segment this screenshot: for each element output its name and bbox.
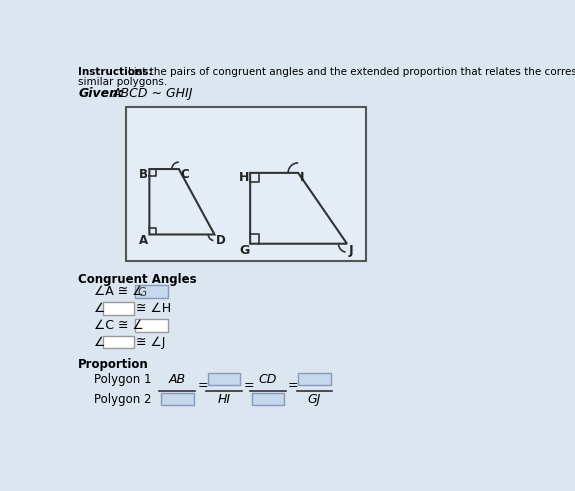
Text: A: A [139,235,148,247]
Text: Instructions:: Instructions: [78,67,153,77]
Text: ≅ ∠H: ≅ ∠H [136,302,171,315]
Text: C: C [181,168,189,181]
Bar [103,336,134,349]
Text: H: H [239,171,250,184]
Text: Given:: Given: [78,87,123,101]
Bar [161,393,194,405]
Text: GJ: GJ [308,393,321,406]
Text: Proportion: Proportion [78,357,149,371]
Text: ABCD ∼ GHIJ: ABCD ∼ GHIJ [112,87,193,101]
Text: CD: CD [259,373,277,386]
Text: HI: HI [217,393,231,406]
Text: Congruent Angles: Congruent Angles [78,273,197,286]
Text: J: J [348,245,353,257]
Text: ∠C ≅ ∠: ∠C ≅ ∠ [94,319,143,332]
Text: I: I [300,171,304,184]
Text: =: = [197,379,208,392]
Text: Polygon 2: Polygon 2 [94,393,151,406]
Text: G: G [138,286,147,299]
Text: =: = [288,379,299,392]
Bar [252,393,284,405]
Text: ∠A ≅ ∠: ∠A ≅ ∠ [94,285,143,299]
Bar [136,285,168,298]
Text: similar polygons.: similar polygons. [78,77,167,86]
Text: B: B [139,168,148,181]
Bar [136,319,168,331]
Bar [126,108,366,261]
Bar [103,302,134,315]
Text: =: = [244,379,255,392]
Text: List the pairs of congruent angles and the extended proportion that relates the : List the pairs of congruent angles and t… [128,67,575,77]
Text: ∠: ∠ [94,336,105,349]
Text: G: G [239,245,250,257]
Text: ≅ ∠J: ≅ ∠J [136,336,166,349]
Text: D: D [216,235,226,247]
Bar [208,373,240,384]
Text: Polygon 1: Polygon 1 [94,373,151,386]
Text: ∠: ∠ [94,302,105,315]
Text: AB: AB [168,373,186,386]
Bar [298,373,331,384]
